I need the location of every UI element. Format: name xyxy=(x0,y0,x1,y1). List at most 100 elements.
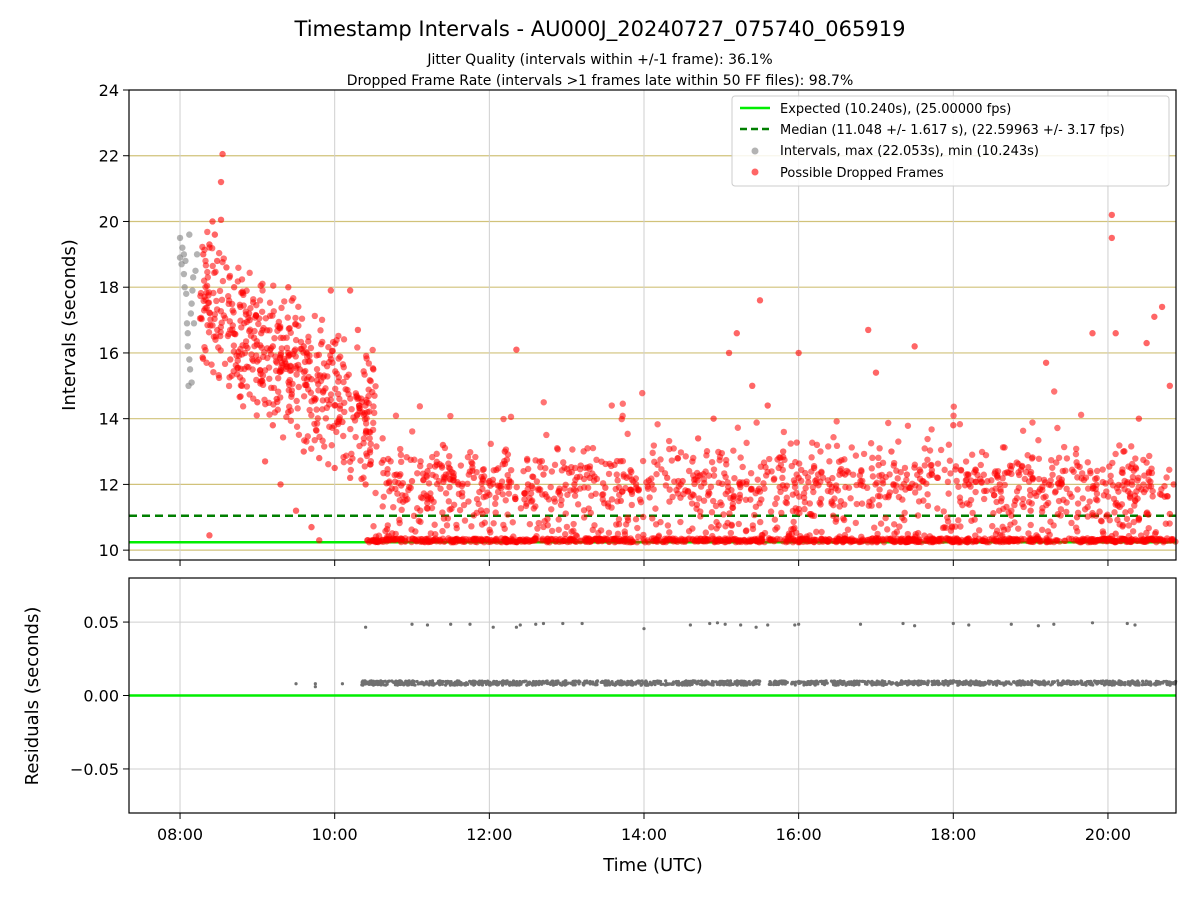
dropped-frame-point xyxy=(411,536,419,543)
residual-point xyxy=(676,679,681,684)
dropped-frame-point xyxy=(812,536,819,544)
dropped-frame-point xyxy=(677,494,684,501)
residual-point xyxy=(1144,679,1148,683)
dropped-frame-point xyxy=(308,412,315,419)
dropped-frame-point xyxy=(682,537,689,545)
dropped-frame-point xyxy=(869,496,876,503)
dropped-frame-point xyxy=(1019,427,1027,434)
dropped-frame-point xyxy=(300,393,308,400)
dropped-frame-point xyxy=(988,477,995,484)
residual-point xyxy=(1121,682,1125,686)
dropped-frame-point xyxy=(999,475,1006,482)
dropped-frame-point xyxy=(617,497,624,505)
dropped-frame-point xyxy=(598,537,606,545)
dropped-frame-point xyxy=(301,437,308,444)
residual-point xyxy=(1090,683,1095,687)
dropped-frame-point xyxy=(571,492,579,499)
dropped-frame-point xyxy=(251,327,258,335)
dropped-frame-point xyxy=(468,523,475,530)
residual-point xyxy=(731,682,735,687)
dropped-frame-point xyxy=(1143,339,1150,347)
dropped-frame-point xyxy=(733,330,740,337)
dropped-frame-point xyxy=(705,472,713,479)
dropped-frame-point xyxy=(1170,481,1177,488)
residual-point xyxy=(607,680,611,685)
dropped-frame-point xyxy=(542,491,549,498)
dropped-frame-point xyxy=(628,501,636,509)
dropped-frame-point xyxy=(593,456,600,464)
dropped-frame-point xyxy=(416,403,424,410)
residual-point xyxy=(537,679,541,683)
residual-point xyxy=(894,681,898,686)
dropped-frame-point xyxy=(1068,493,1075,500)
dropped-frame-point xyxy=(319,389,327,396)
residual-point xyxy=(361,683,365,687)
dropped-frame-point xyxy=(306,406,313,414)
dropped-frame-point xyxy=(502,497,509,504)
residual-point xyxy=(664,679,668,683)
dropped-frame-point xyxy=(562,481,569,488)
dropped-frame-point xyxy=(608,402,615,409)
dropped-frame-point xyxy=(860,450,868,458)
dropped-frame-point xyxy=(313,366,321,373)
dropped-frame-point xyxy=(336,395,343,403)
dropped-frame-point xyxy=(1058,481,1065,488)
dropped-frame-point xyxy=(411,456,418,463)
dropped-frame-point xyxy=(513,483,520,491)
dropped-frame-point xyxy=(438,464,446,471)
residual-point xyxy=(681,680,685,685)
dropped-frame-point xyxy=(230,330,237,337)
dropped-frame-point xyxy=(650,486,657,493)
dropped-frame-point xyxy=(208,361,215,368)
dropped-frame-point xyxy=(983,539,991,546)
dropped-frame-point xyxy=(935,537,942,545)
dropped-frame-point xyxy=(995,507,1003,514)
residual-point xyxy=(865,682,869,686)
dropped-frame-point xyxy=(955,483,962,490)
dropped-frame-point xyxy=(580,514,588,521)
dropped-frame-point xyxy=(1089,512,1096,519)
dropped-frame-point xyxy=(357,457,364,464)
dropped-frame-point xyxy=(700,497,708,504)
dropped-frame-point xyxy=(1148,465,1155,472)
top-y-tick-label: 24 xyxy=(99,81,119,100)
residual-point xyxy=(599,680,603,684)
residual-point xyxy=(420,680,424,684)
dropped-frame-point xyxy=(277,481,284,488)
dropped-frame-point xyxy=(572,464,579,472)
dropped-frame-point xyxy=(461,517,469,524)
dropped-frame-point xyxy=(501,457,508,465)
interval-point xyxy=(181,284,188,291)
dropped-frame-point xyxy=(217,216,225,224)
dropped-frame-point xyxy=(703,448,711,455)
dropped-frame-point xyxy=(1146,452,1153,460)
dropped-frame-point xyxy=(286,403,293,410)
interval-point xyxy=(192,267,199,274)
x-tick-label: 10:00 xyxy=(312,825,358,844)
dropped-frame-point xyxy=(945,490,952,497)
dropped-frame-point xyxy=(731,474,738,482)
residual-point xyxy=(847,680,852,684)
dropped-frame-point xyxy=(628,538,635,546)
dropped-frame-point xyxy=(670,445,677,452)
interval-point xyxy=(190,320,198,327)
dropped-frame-point xyxy=(886,471,893,478)
dropped-frame-point xyxy=(425,480,433,487)
residual-point xyxy=(975,682,979,687)
dropped-frame-point xyxy=(652,505,659,512)
residual-point xyxy=(739,623,743,627)
residual-point xyxy=(978,683,982,687)
dropped-frame-point xyxy=(810,512,818,520)
dropped-frame-point xyxy=(1093,474,1100,482)
dropped-frame-point xyxy=(576,466,584,473)
legend-intervals-label: Intervals, max (22.053s), min (10.243s) xyxy=(780,144,1039,159)
residual-point xyxy=(757,682,761,686)
dropped-frame-point xyxy=(367,440,374,448)
residual-point xyxy=(1068,682,1072,686)
residual-point xyxy=(468,622,472,626)
dropped-frame-point xyxy=(1107,472,1114,480)
interval-point xyxy=(186,231,193,238)
residual-point xyxy=(1080,679,1084,684)
dropped-frame-point xyxy=(761,529,769,537)
residual-point xyxy=(390,679,394,683)
